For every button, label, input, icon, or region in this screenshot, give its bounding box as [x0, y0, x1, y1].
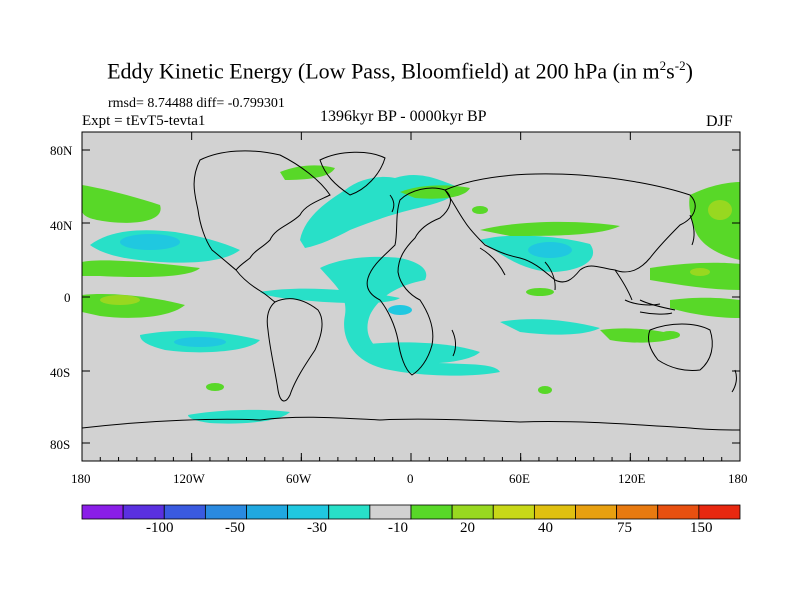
colorbar-swatch	[81, 504, 124, 520]
asia-coast	[444, 173, 696, 283]
indian-south-cyan	[500, 319, 600, 335]
lon-label-180w: 180	[71, 471, 91, 486]
colorbar-label: -30	[307, 520, 327, 536]
axis-ticks	[81, 132, 741, 461]
lon-label-120e: 120E	[618, 471, 646, 486]
indonesia-coast	[624, 299, 673, 315]
colorbar-label: 150	[690, 520, 713, 536]
south-pacific-blue-core	[174, 337, 226, 347]
lon-label-60w: 60W	[286, 471, 312, 486]
coastlines	[82, 150, 740, 431]
colorbar-label: -100	[146, 520, 174, 536]
se-asia-coast	[614, 269, 676, 311]
colorbar-swatch	[163, 504, 206, 520]
south-indian-green	[600, 328, 680, 343]
lat-label-40n: 40N	[50, 218, 73, 233]
small-green-b	[538, 386, 552, 394]
title-mid: s	[666, 58, 675, 84]
colorbar-label: -10	[388, 520, 408, 536]
tropical-pacific-green	[82, 260, 200, 278]
colorbar-swatch	[533, 504, 576, 520]
title-sup-2: -2	[674, 58, 686, 73]
experiment-label: Expt = tEvT5-tevta1	[82, 113, 206, 129]
greenland-coast	[319, 151, 386, 196]
australia-coast	[647, 323, 713, 371]
arabia-india-coast	[479, 247, 556, 291]
mediterranean-green	[480, 221, 620, 236]
south-atlantic-cyan	[360, 342, 480, 364]
lightgreen-core-a	[100, 295, 140, 305]
small-green-d	[660, 331, 680, 339]
stats-line: rmsd= 8.74488 diff= -0.799301	[108, 96, 285, 111]
atlantic-blue-core	[388, 305, 412, 315]
new-zealand-coast	[731, 369, 737, 393]
colorbar-swatch	[410, 504, 453, 520]
europe-africa-coast	[366, 187, 451, 376]
small-green-a	[206, 383, 224, 391]
uk-coast	[389, 194, 395, 213]
pacific-south-green	[670, 297, 740, 318]
nw-pacific-green	[82, 185, 161, 223]
title-main: Eddy Kinetic Energy (Low Pass, Bloomfiel…	[107, 58, 660, 84]
japan-coast	[689, 214, 695, 246]
colorbar-swatch	[616, 504, 659, 520]
colorbar-swatch	[369, 504, 412, 520]
colorbar-swatch	[575, 504, 618, 520]
colorbar-swatch	[451, 504, 494, 520]
lon-label-0: 0	[407, 471, 414, 486]
lat-label-80n: 80N	[50, 143, 73, 158]
antarctica-coast	[82, 416, 740, 431]
north-america-coast	[193, 150, 331, 271]
tropical-band-cyan	[260, 288, 400, 304]
pacific-blue-core	[120, 234, 180, 250]
siberia-green	[400, 185, 470, 199]
lightgreen-core-b	[708, 200, 732, 220]
page-title: Eddy Kinetic Energy (Low Pass, Bloomfiel…	[0, 58, 800, 84]
colorbar-swatch	[657, 504, 700, 520]
lon-label-180e: 180	[728, 471, 748, 486]
colorbar-swatch	[698, 504, 741, 520]
lon-label-60e: 60E	[509, 471, 530, 486]
lightgreen-core-c	[690, 268, 710, 276]
small-green-c	[526, 288, 554, 296]
colorbar	[81, 504, 741, 520]
colorbar-swatch	[204, 504, 247, 520]
title-end: )	[685, 58, 693, 84]
positive-anomaly-regions	[82, 165, 740, 394]
strong-positive-anomaly-cores	[100, 200, 732, 305]
colorbar-label: 20	[460, 520, 475, 536]
colorbar-swatch	[246, 504, 289, 520]
colorbar-swatch	[328, 504, 371, 520]
central-america-coast	[235, 269, 276, 303]
colorbar-label: -50	[225, 520, 245, 536]
colorbar-swatch	[287, 504, 330, 520]
south-america-coast	[266, 298, 323, 402]
colorbar-label: 40	[538, 520, 553, 536]
lon-label-120w: 120W	[173, 471, 205, 486]
madagascar-coast	[451, 329, 456, 357]
colorbar-label: 75	[617, 520, 632, 536]
indian-blue-core	[528, 242, 572, 258]
nw-pacific-east-green	[689, 182, 740, 260]
southern-ocean-cyan	[188, 409, 290, 424]
season-label: DJF	[706, 113, 733, 130]
strong-negative-anomaly-cores	[120, 234, 572, 347]
small-green-e	[472, 206, 488, 214]
colorbar-swatch	[492, 504, 535, 520]
lat-label-0: 0	[64, 290, 71, 305]
period-label: 1396kyr BP - 0000kyr BP	[320, 108, 487, 125]
title-sup-1: 2	[659, 58, 667, 73]
lat-label-80s: 80S	[50, 437, 71, 452]
lat-label-40s: 40S	[50, 365, 71, 380]
pacific-east-green	[650, 262, 740, 290]
colorbar-swatch	[122, 504, 165, 520]
